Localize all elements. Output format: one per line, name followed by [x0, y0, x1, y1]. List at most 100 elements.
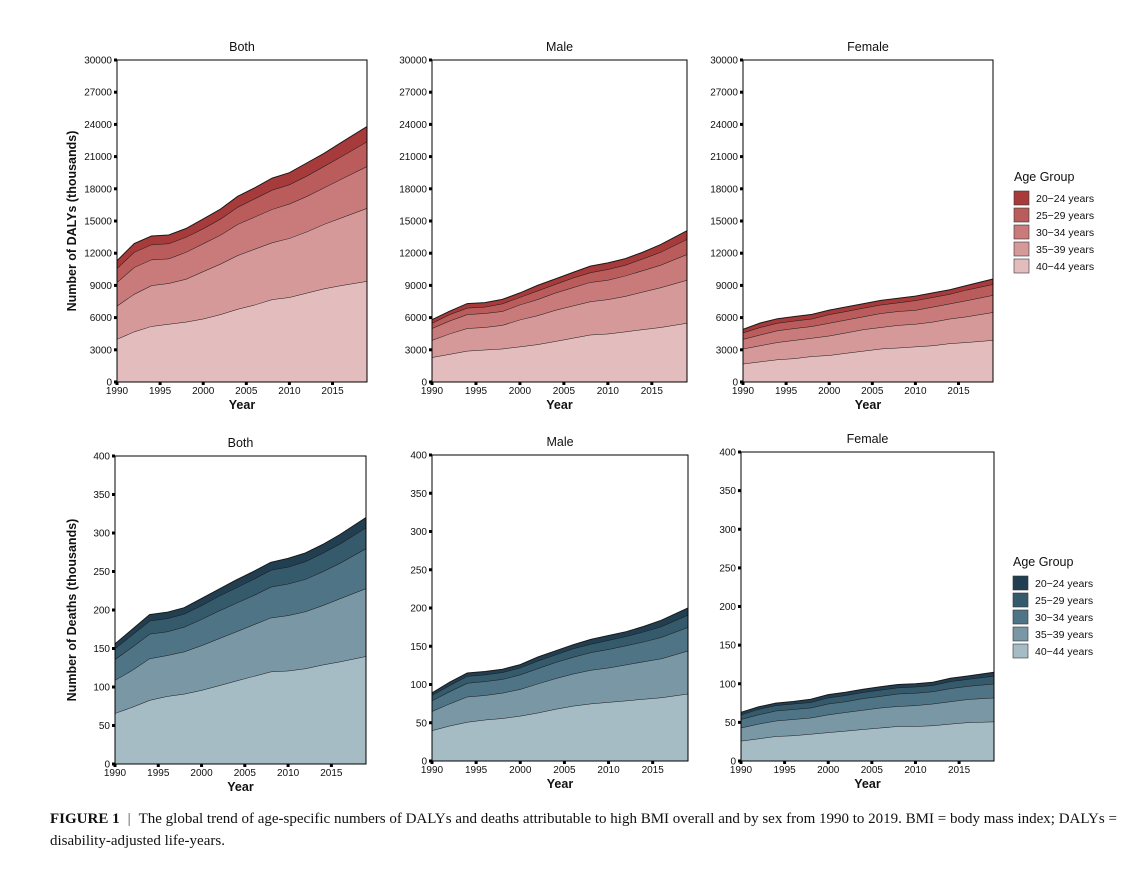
y-tick-mark	[740, 122, 743, 126]
legend-entry-label: 35−39 years	[1036, 244, 1094, 256]
x-tick-label: 2005	[861, 386, 884, 397]
y-tick-mark	[738, 643, 741, 647]
y-tick-label: 18000	[84, 184, 112, 195]
y-tick-label: 9000	[405, 281, 428, 292]
area-series-1	[115, 656, 366, 764]
y-tick-label: 200	[410, 604, 427, 615]
y-tick-label: 6000	[716, 313, 739, 324]
area-series-3	[115, 548, 366, 681]
area-series-4	[115, 527, 366, 660]
y-tick-mark	[114, 219, 117, 223]
legend-swatch	[1012, 592, 1029, 608]
x-tick-mark	[827, 382, 831, 385]
x-tick-label: 2015	[947, 386, 970, 397]
x-tick-mark	[331, 382, 335, 385]
x-tick-label: 2015	[642, 765, 665, 776]
series-boundary-line	[116, 126, 368, 262]
legend-swatch	[1013, 241, 1030, 257]
x-tick-mark	[784, 382, 788, 385]
y-tick-mark	[112, 570, 115, 573]
legend-2: Age Group 20−24 years 25−29 years 30−34 yea…	[1012, 555, 1093, 659]
x-tick-label: 1990	[421, 386, 444, 397]
x-tick-label: 1990	[730, 765, 753, 776]
y-tick-mark	[112, 647, 115, 650]
y-tick-mark	[429, 187, 432, 191]
panel-title: Both	[228, 436, 254, 450]
area-series-4	[432, 239, 687, 329]
y-tick-mark	[114, 90, 117, 94]
y-tick-mark	[114, 316, 117, 320]
x-tick-label: 2010	[904, 765, 927, 776]
legend-entry-label: 40−44 years	[1035, 646, 1093, 658]
y-tick-mark	[429, 348, 432, 352]
legend-swatch	[1012, 609, 1029, 625]
legend-entry-label: 30−34 years	[1036, 227, 1094, 239]
y-tick-label: 300	[719, 525, 736, 536]
y-tick-mark	[429, 90, 432, 94]
series-boundary-line	[742, 278, 994, 330]
y-tick-label: 9000	[716, 281, 739, 292]
y-tick-label: 24000	[710, 120, 738, 131]
y-tick-label: 27000	[399, 88, 427, 99]
x-tick-label: 2000	[817, 765, 840, 776]
x-axis-label: Year	[855, 398, 882, 412]
y-tick-mark	[429, 283, 432, 287]
y-tick-label: 3000	[90, 345, 113, 356]
y-tick-label: 27000	[84, 88, 112, 99]
y-tick-mark	[738, 682, 741, 686]
panel-title: Both	[229, 40, 255, 54]
y-tick-mark	[740, 316, 743, 320]
x-tick-mark	[650, 382, 654, 385]
y-tick-label: 6000	[90, 313, 113, 324]
y-tick-mark	[114, 58, 117, 62]
x-tick-mark	[607, 761, 611, 764]
x-tick-mark	[158, 382, 162, 385]
caption-text: The global trend of age-specific numbers…	[50, 811, 1117, 849]
y-tick-mark	[738, 527, 741, 531]
caption-label: FIGURE 1	[50, 811, 120, 827]
y-tick-label: 50	[416, 718, 428, 729]
area-series-3	[432, 627, 688, 712]
x-tick-mark	[562, 761, 566, 764]
x-tick-mark	[113, 764, 117, 767]
x-tick-label: 1990	[732, 386, 755, 397]
x-tick-label: 2015	[321, 386, 344, 397]
area-series-2	[115, 588, 366, 714]
x-tick-label: 2015	[641, 386, 664, 397]
x-tick-label: 1995	[465, 765, 488, 776]
legend-swatch	[1012, 643, 1029, 659]
y-tick-label: 18000	[399, 184, 427, 195]
y-tick-mark	[738, 489, 741, 493]
x-axis-label: Year	[546, 398, 573, 412]
y-tick-label: 50	[725, 718, 737, 729]
legend-entry-label: 25−29 years	[1036, 210, 1094, 222]
legend-swatch	[1013, 207, 1030, 223]
x-axis-label: Year	[227, 780, 254, 794]
x-tick-mark	[913, 382, 917, 385]
y-tick-mark	[112, 608, 115, 612]
y-tick-mark	[740, 348, 743, 352]
y-tick-label: 0	[421, 757, 427, 768]
y-tick-label: 250	[410, 565, 427, 576]
y-tick-mark	[429, 721, 432, 725]
y-tick-mark	[112, 531, 115, 535]
y-tick-label: 0	[732, 378, 738, 389]
x-tick-label: 2010	[597, 386, 620, 397]
area-series-2	[117, 208, 367, 340]
area-series-3	[741, 683, 994, 728]
figure-panels: Both030006000900012000150001800021000240…	[65, 40, 1094, 794]
legend-swatch	[1013, 258, 1030, 274]
y-tick-label: 50	[99, 721, 111, 732]
y-tick-label: 12000	[710, 249, 738, 260]
y-tick-label: 350	[410, 489, 427, 500]
y-tick-mark	[114, 122, 117, 126]
area-series-1	[432, 323, 687, 382]
y-tick-mark	[738, 720, 741, 724]
x-tick-mark	[115, 382, 119, 385]
series-boundary-line	[740, 671, 995, 713]
y-tick-mark	[429, 58, 432, 62]
x-tick-mark	[957, 761, 961, 764]
y-tick-mark	[429, 491, 432, 495]
y-tick-mark	[740, 90, 743, 94]
x-tick-label: 2010	[278, 386, 301, 397]
